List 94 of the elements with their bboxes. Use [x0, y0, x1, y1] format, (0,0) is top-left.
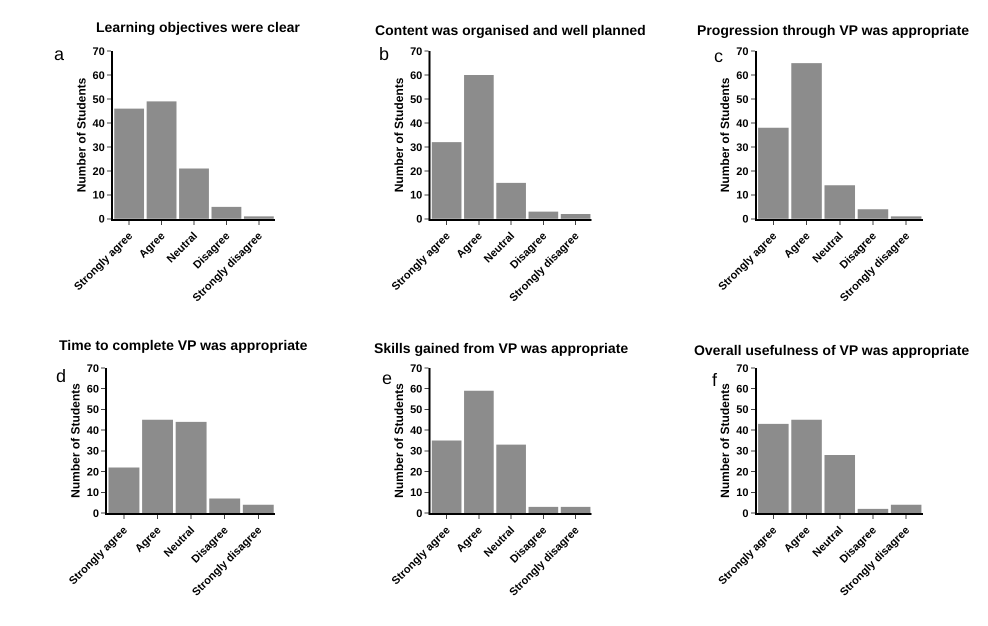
bar — [108, 467, 140, 514]
y-tick-label: 70 — [410, 362, 422, 375]
text: a — [54, 44, 65, 64]
y-axis-title: Number of Students — [68, 382, 83, 498]
text: c — [714, 46, 723, 66]
bar — [824, 455, 856, 514]
bar — [212, 206, 242, 219]
bar — [858, 508, 888, 514]
y-tick-label: 10 — [86, 487, 99, 500]
bar — [758, 128, 789, 219]
y-tick-label: 50 — [92, 94, 105, 106]
bar — [560, 506, 590, 514]
y-tick-label: 50 — [736, 94, 749, 106]
bar — [464, 75, 494, 219]
y-tick-label: 0 — [742, 508, 749, 520]
y-axis-title: Number of Students — [718, 382, 732, 498]
y-tick-label: 70 — [86, 362, 99, 375]
bar — [209, 498, 240, 514]
bar — [528, 506, 558, 514]
chart-title: Learning objectives were clear — [96, 19, 300, 35]
y-tick-label: 50 — [410, 94, 422, 106]
bar — [824, 185, 856, 219]
y-tick-label: 40 — [410, 118, 422, 130]
y-tick-label: 60 — [410, 383, 422, 396]
y-axis-title: Number of Students — [392, 77, 406, 192]
bar — [146, 101, 176, 219]
y-tick-label: 60 — [410, 70, 422, 82]
y-tick-label: 10 — [736, 487, 749, 500]
bar — [179, 168, 209, 219]
bar — [242, 504, 274, 514]
y-tick-label: 40 — [736, 118, 749, 130]
bar — [858, 209, 888, 219]
y-tick-label: 40 — [92, 118, 105, 130]
y-tick-label: 20 — [86, 466, 99, 478]
y-tick-label: 30 — [92, 142, 105, 154]
y-tick-label: 40 — [736, 424, 749, 437]
y-tick-label: 20 — [410, 466, 422, 478]
y-tick-label: 60 — [736, 383, 749, 396]
bar — [791, 63, 822, 219]
bar — [432, 440, 462, 514]
y-tick-label: 20 — [736, 166, 749, 178]
y-tick-label: 20 — [92, 166, 105, 178]
y-tick-label: 10 — [736, 190, 749, 202]
bar — [758, 424, 789, 514]
y-tick-label: 30 — [86, 446, 99, 458]
y-tick-label: 70 — [736, 46, 749, 58]
chart-title: Content was organised and well planned — [375, 22, 646, 38]
y-tick-label: 30 — [410, 446, 422, 458]
y-tick-label: 0 — [742, 214, 749, 226]
text: f — [712, 370, 718, 390]
y-tick-label: 60 — [736, 70, 749, 82]
chart-title: Skills gained from VP was appropriate — [374, 340, 628, 356]
y-tick-label: 0 — [98, 214, 105, 226]
text: e — [382, 368, 392, 388]
y-tick-label: 20 — [410, 166, 422, 178]
y-tick-label: 0 — [416, 214, 422, 226]
y-axis-title: Number of Students — [74, 77, 88, 192]
chart-title: Time to complete VP was appropriate — [59, 337, 308, 353]
bar — [464, 390, 494, 514]
y-tick-label: 10 — [410, 190, 422, 202]
chart-title: Overall usefulness of VP was appropriate — [694, 342, 970, 358]
bar — [176, 422, 207, 514]
bar — [114, 108, 144, 219]
y-axis-title: Number of Students — [718, 77, 732, 192]
y-tick-label: 30 — [736, 446, 749, 458]
bar — [560, 214, 590, 219]
y-tick-label: 70 — [92, 46, 105, 58]
y-tick-label: 30 — [410, 142, 422, 154]
y-tick-label: 60 — [92, 70, 105, 82]
chart-title: Progression through VP was appropriate — [697, 22, 970, 38]
y-tick-label: 60 — [86, 383, 99, 396]
y-tick-label: 40 — [410, 424, 422, 437]
y-tick-label: 0 — [92, 508, 99, 520]
bar — [432, 142, 462, 219]
text: b — [379, 44, 390, 64]
y-tick-label: 70 — [410, 46, 422, 58]
bar — [791, 420, 822, 514]
y-tick-label: 70 — [736, 362, 749, 375]
bar — [890, 504, 922, 514]
y-tick-label: 40 — [86, 424, 99, 437]
y-axis-title: Number of Students — [392, 382, 406, 498]
y-tick-label: 50 — [86, 404, 99, 416]
y-tick-label: 10 — [410, 487, 422, 500]
y-tick-label: 10 — [92, 190, 105, 202]
bar — [496, 182, 526, 219]
y-tick-label: 0 — [416, 508, 422, 520]
bar — [528, 212, 558, 219]
bar — [142, 420, 173, 514]
y-tick-label: 50 — [736, 404, 749, 416]
text: d — [56, 366, 66, 386]
y-tick-label: 50 — [410, 404, 422, 416]
y-tick-label: 30 — [736, 142, 749, 154]
y-tick-label: 20 — [736, 466, 749, 478]
bar — [496, 444, 526, 514]
